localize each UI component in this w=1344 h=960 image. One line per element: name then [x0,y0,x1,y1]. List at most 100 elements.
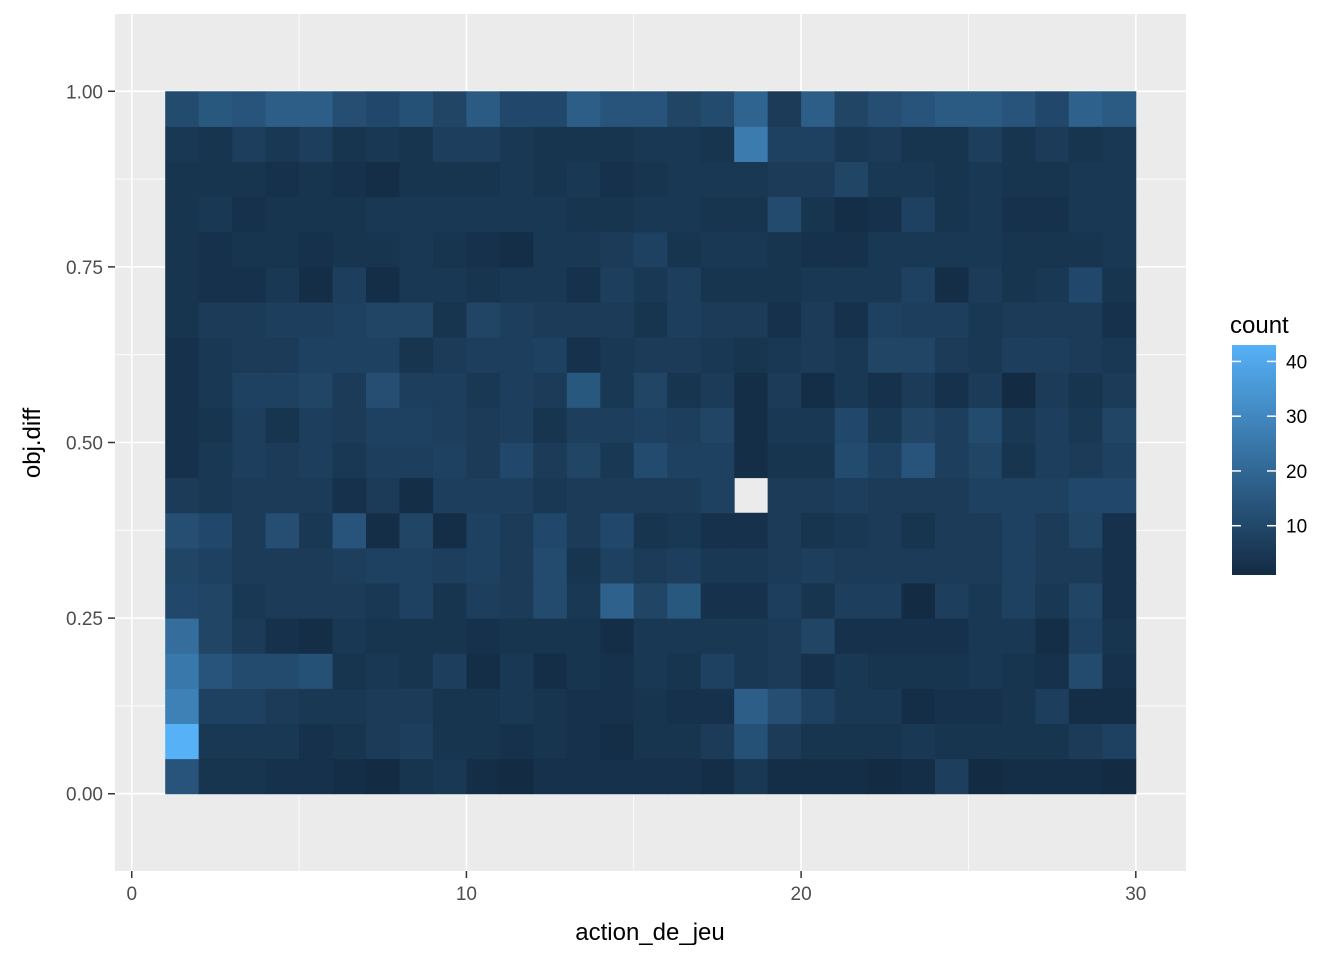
heatmap-tile [1035,196,1070,233]
heatmap-tile [868,302,903,338]
heatmap-tile [934,442,969,479]
heatmap-tile [533,231,568,268]
heatmap-tile [834,547,869,584]
heatmap-tile [265,302,300,338]
heatmap-tile [533,126,568,163]
heatmap-tile [901,161,936,198]
heatmap-tile [165,582,200,619]
heatmap-tile [432,618,467,654]
heatmap-tile [968,231,1003,268]
heatmap-tile [633,442,668,479]
heatmap-tile [734,231,769,268]
heatmap-tile [399,407,434,443]
heatmap-tile [499,547,534,584]
heatmap-tile [801,442,836,479]
heatmap-tile [801,231,836,268]
heatmap-tile [600,723,635,760]
heatmap-tile [801,302,836,338]
heatmap-tile [600,582,635,619]
heatmap-tile [198,337,233,373]
heatmap-tile [633,126,668,163]
heatmap-tile [566,231,601,268]
heatmap-tile [499,688,534,724]
heatmap-tile [332,723,367,760]
heatmap-tile [299,126,334,163]
heatmap-tile [332,758,367,795]
heatmap-tile [399,512,434,549]
heatmap-tile [366,582,400,619]
heatmap-tile [533,653,568,689]
heatmap-tile [1068,688,1103,724]
heatmap-tile [366,407,400,443]
heatmap-tile [332,547,367,584]
heatmap-tile [432,758,467,795]
heatmap-tile [600,442,635,479]
heatmap-tile [533,372,568,408]
heatmap-tile [533,688,568,724]
heatmap-tile [968,337,1003,373]
heatmap-tile [767,372,802,408]
heatmap-tile [734,653,769,689]
heatmap-tile [600,91,635,127]
heatmap-tile [600,126,635,163]
heatmap-tile [566,688,601,724]
heatmap-tile [600,302,635,338]
heatmap-tile [1068,337,1103,373]
heatmap-tile [700,91,735,127]
heatmap-tile [232,582,267,619]
heatmap-tile [232,688,267,724]
heatmap-tile [1035,161,1070,198]
heatmap-tile [667,231,702,268]
color-legend: count 10 20 30 40 [1230,312,1307,575]
heatmap-tile [868,758,903,795]
heatmap-tile [366,337,400,373]
legend-tick-label: 20 [1286,462,1307,483]
heatmap-tile [734,266,769,303]
heatmap-tile [700,266,735,303]
heatmap-tile [432,723,467,760]
heatmap-tile [801,582,836,619]
heatmap-tile [499,758,534,795]
heatmap-tile [299,372,334,408]
heatmap-tile [1001,688,1036,724]
heatmap-tile [834,477,869,514]
heatmap-tile [265,547,300,584]
heatmap-tile [399,126,434,163]
heatmap-tile [734,126,769,163]
heatmap-tile [901,618,936,654]
heatmap-tile [801,688,836,724]
heatmap-tile [232,337,267,373]
heatmap-tile [700,407,735,443]
heatmap-tile [533,547,568,584]
heatmap-tile [232,618,267,654]
heatmap-tile [466,196,501,233]
heatmap-tile [801,653,836,689]
heatmap-tile [299,196,334,233]
heatmap-tile [767,582,802,619]
heatmap-tile [466,758,501,795]
heatmap-tile [1035,372,1070,408]
heatmap-tile [1035,477,1070,514]
heatmap-tile [399,547,434,584]
heatmap-tile [600,372,635,408]
heatmap-tile [934,477,969,514]
heatmap-tile [165,512,200,549]
heatmap-tile [466,302,501,338]
heatmap-tile [165,302,200,338]
heatmap-tile [499,372,534,408]
heatmap-tile [700,372,735,408]
heatmap-tile [499,653,534,689]
heatmap-tile [299,547,334,584]
heatmap-tile [232,407,267,443]
heatmap-tile [968,477,1003,514]
heatmap-tile [165,688,200,724]
heatmap-tile [734,91,769,127]
heatmap-tile [332,231,367,268]
heatmap-tile [1068,266,1103,303]
heatmap-tile [165,547,200,584]
heatmap-tile [801,618,836,654]
heatmap-tile [968,653,1003,689]
heatmap-tile [399,653,434,689]
heatmap-tile [198,442,233,479]
heatmap-tile [265,688,300,724]
